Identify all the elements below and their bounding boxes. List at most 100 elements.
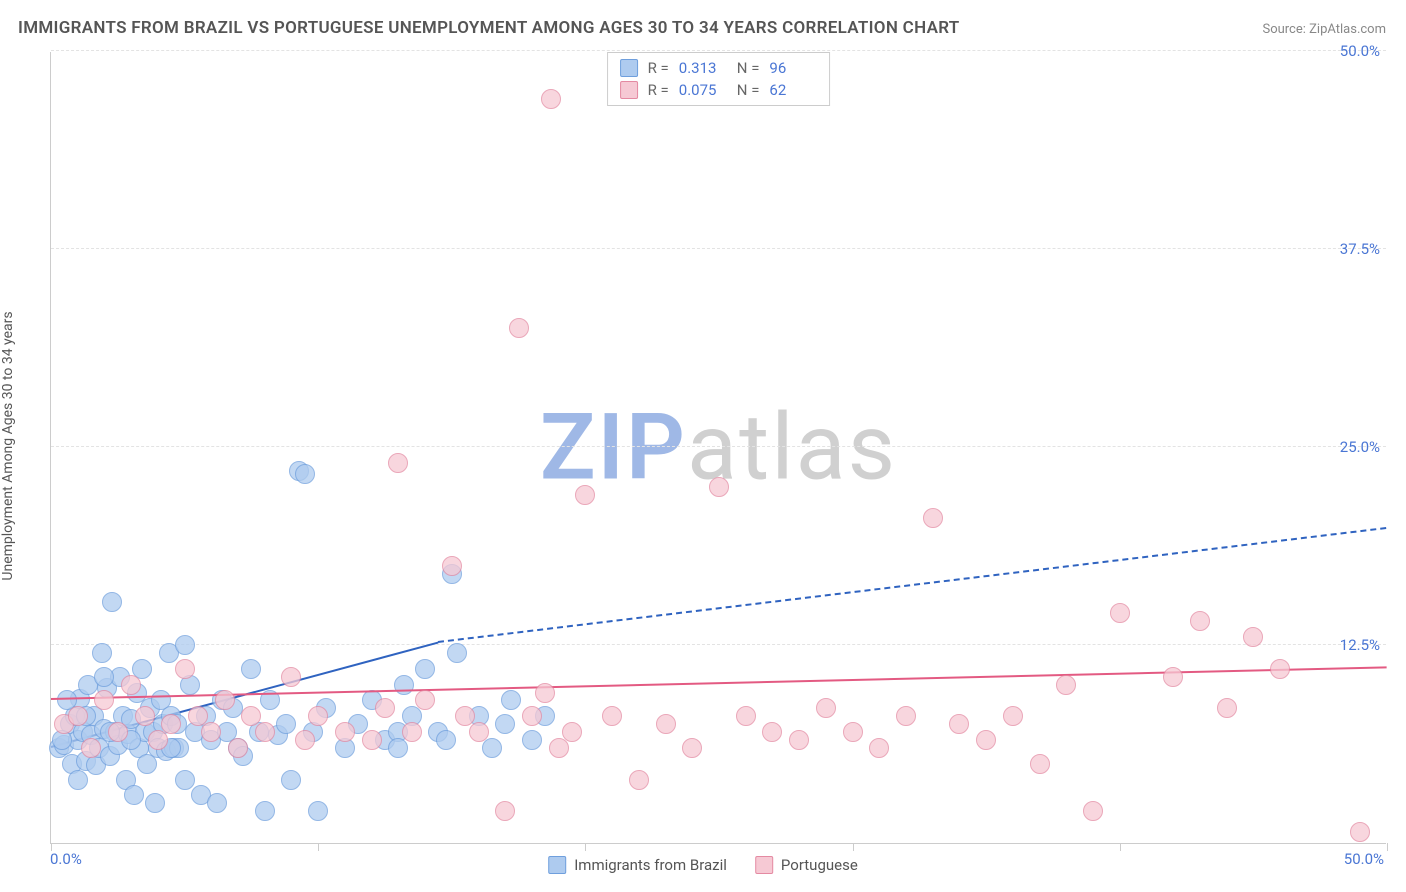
data-point <box>121 675 141 695</box>
y-axis-title: Unemployment Among Ages 30 to 34 years <box>0 177 16 446</box>
data-point <box>629 770 649 790</box>
data-point <box>869 738 889 758</box>
data-point <box>789 730 809 750</box>
data-point <box>68 770 88 790</box>
legend-item: Immigrants from Brazil <box>548 856 727 874</box>
data-point <box>656 714 676 734</box>
data-point <box>201 722 221 742</box>
data-point <box>1030 754 1050 774</box>
data-point <box>1217 698 1237 718</box>
data-point <box>276 714 296 734</box>
y-tick-label: 50.0% <box>1340 42 1380 60</box>
data-point <box>896 706 916 726</box>
data-point <box>1056 675 1076 695</box>
data-point <box>135 706 155 726</box>
legend-swatch <box>620 81 638 99</box>
data-point <box>949 714 969 734</box>
data-point <box>92 643 112 663</box>
gridline <box>51 50 1386 51</box>
data-point <box>436 730 456 750</box>
data-point <box>442 556 462 576</box>
gridline <box>51 644 1386 645</box>
n-value: 96 <box>769 57 817 79</box>
data-point <box>843 722 863 742</box>
legend-label: Immigrants from Brazil <box>574 856 727 874</box>
chart-plot-area: ZIPatlas R =0.313N =96R =0.075N =62 12.5… <box>50 52 1386 844</box>
data-point <box>148 730 168 750</box>
data-point <box>736 706 756 726</box>
data-point <box>402 722 422 742</box>
data-point <box>308 801 328 821</box>
data-point <box>495 801 515 821</box>
data-point <box>682 738 702 758</box>
legend-item: Portuguese <box>755 856 858 874</box>
data-point <box>241 659 261 679</box>
series-legend: Immigrants from Brazil Portuguese <box>548 856 858 874</box>
data-point <box>94 667 114 687</box>
data-point <box>602 706 622 726</box>
data-point <box>388 738 408 758</box>
data-point <box>388 453 408 473</box>
n-value: 62 <box>769 79 817 101</box>
y-tick-label: 12.5% <box>1340 636 1380 654</box>
legend-swatch <box>755 856 773 874</box>
trend-line <box>438 527 1387 643</box>
stats-legend: R =0.313N =96R =0.075N =62 <box>607 52 831 106</box>
y-tick-label: 37.5% <box>1340 240 1380 258</box>
stats-legend-row: R = 0.075 N = 62 <box>620 79 818 101</box>
x-tick <box>318 843 319 851</box>
source-label: Source: <box>1262 22 1309 37</box>
data-point <box>207 793 227 813</box>
legend-label: Portuguese <box>781 856 858 874</box>
data-point <box>762 722 782 742</box>
data-point <box>175 770 195 790</box>
r-label: R = <box>648 57 669 79</box>
data-point <box>81 738 101 758</box>
data-point <box>281 667 301 687</box>
chart-title: IMMIGRANTS FROM BRAZIL VS PORTUGUESE UNE… <box>18 18 960 38</box>
data-point <box>415 690 435 710</box>
data-point <box>816 698 836 718</box>
r-value: 0.075 <box>679 79 727 101</box>
data-point <box>447 643 467 663</box>
data-point <box>709 477 729 497</box>
data-point <box>535 683 555 703</box>
data-point <box>308 706 328 726</box>
data-point <box>1083 801 1103 821</box>
data-point <box>124 785 144 805</box>
data-point <box>549 738 569 758</box>
data-point <box>215 690 235 710</box>
data-point <box>68 706 88 726</box>
legend-swatch <box>548 856 566 874</box>
gridline <box>51 446 1386 447</box>
source-attribution: Source: ZipAtlas.com <box>1262 22 1386 37</box>
source-link[interactable]: ZipAtlas.com <box>1309 22 1386 37</box>
data-point <box>145 793 165 813</box>
n-label: N = <box>737 79 760 101</box>
data-point <box>415 659 435 679</box>
x-axis-max-label: 50.0% <box>1344 850 1384 868</box>
data-point <box>509 318 529 338</box>
r-label: R = <box>648 79 669 101</box>
data-point <box>295 464 315 484</box>
data-point <box>562 722 582 742</box>
data-point <box>501 690 521 710</box>
y-tick-label: 25.0% <box>1340 438 1380 456</box>
x-axis-min-label: 0.0% <box>50 850 82 868</box>
data-point <box>175 659 195 679</box>
data-point <box>976 730 996 750</box>
x-tick <box>853 843 854 851</box>
data-point <box>923 508 943 528</box>
data-point <box>1243 627 1263 647</box>
data-point <box>375 698 395 718</box>
data-point <box>161 714 181 734</box>
data-point <box>1350 822 1370 842</box>
x-tick <box>1387 843 1388 851</box>
n-label: N = <box>737 57 760 79</box>
data-point <box>469 722 489 742</box>
data-point <box>522 706 542 726</box>
data-point <box>175 635 195 655</box>
data-point <box>1110 603 1130 623</box>
data-point <box>335 722 355 742</box>
data-point <box>102 592 122 612</box>
